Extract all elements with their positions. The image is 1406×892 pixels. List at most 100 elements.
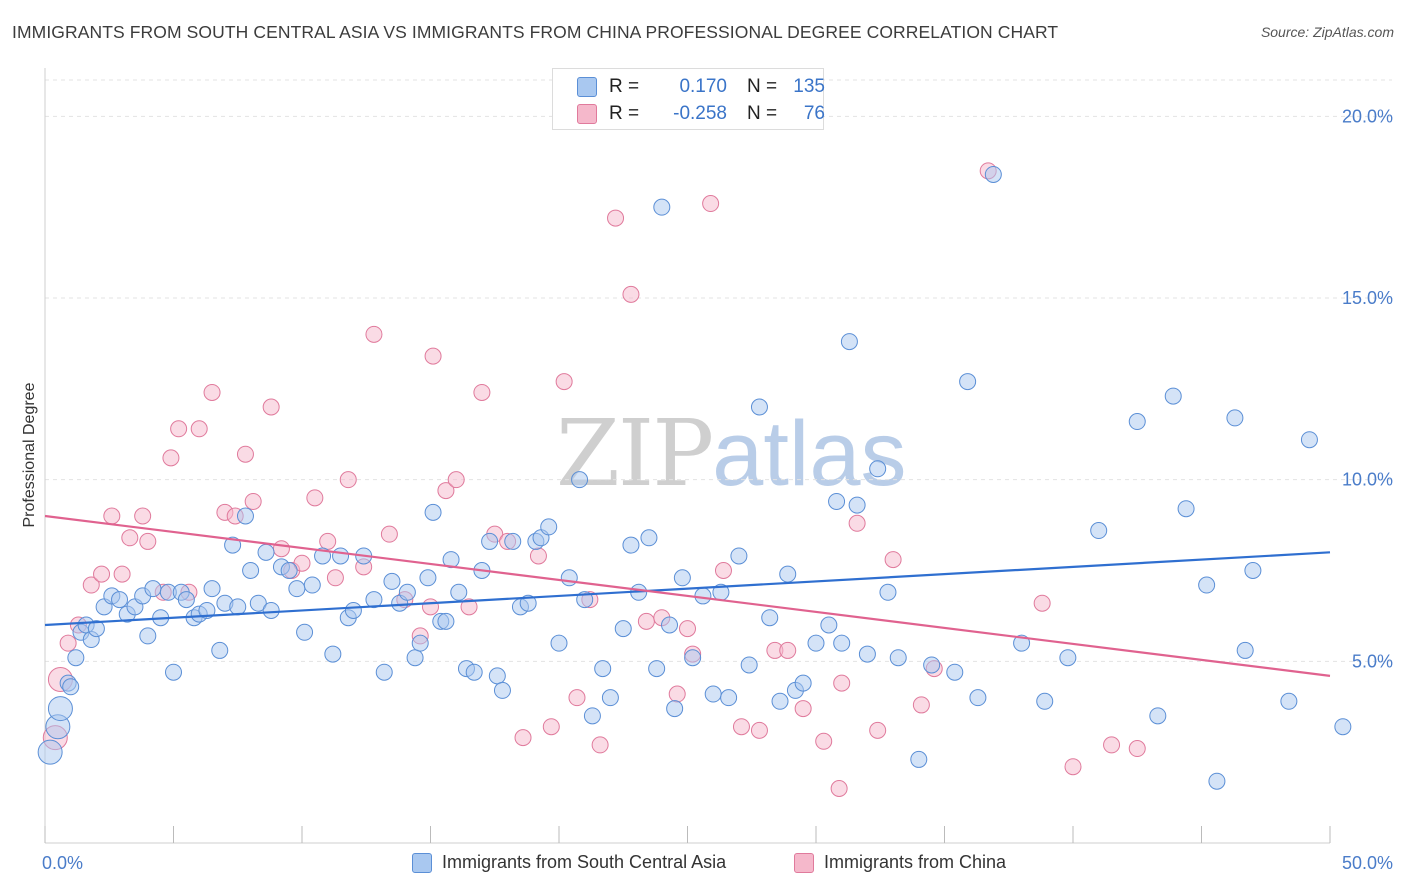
data-point [519, 594, 537, 612]
data-point [303, 576, 321, 594]
data-point [1280, 692, 1298, 710]
data-point [514, 729, 532, 747]
data-point [750, 398, 768, 416]
data-point [622, 536, 640, 554]
data-point [568, 689, 586, 707]
data-point [190, 420, 208, 438]
trend-line [44, 514, 1331, 677]
data-point [607, 209, 625, 227]
data-point [869, 721, 887, 739]
data-point [959, 373, 977, 391]
data-point [750, 721, 768, 739]
data-point [306, 489, 324, 507]
n-label: N = [747, 103, 778, 124]
data-point [807, 634, 825, 652]
data-point [591, 736, 609, 754]
data-point [771, 692, 789, 710]
data-point [679, 620, 696, 638]
data-point [732, 718, 750, 736]
data-point [540, 518, 558, 536]
data-point [820, 616, 838, 634]
data-point [583, 707, 601, 725]
data-point [236, 507, 254, 525]
data-point [1128, 413, 1146, 431]
data-point [47, 696, 73, 722]
data-point [673, 569, 691, 587]
data-point [833, 674, 851, 692]
data-point [1198, 576, 1216, 594]
y-tick-label: 5.0% [1352, 651, 1393, 671]
data-point [720, 689, 738, 707]
data-point [380, 525, 398, 543]
data-point [637, 612, 655, 630]
data-point [177, 591, 195, 609]
data-point [828, 492, 846, 510]
legend-item-south-central-asia[interactable]: Immigrants from South Central Asia [412, 852, 726, 873]
data-point [465, 663, 483, 681]
data-point [923, 656, 941, 674]
data-point [242, 562, 260, 579]
data-point [244, 492, 262, 510]
data-point [383, 572, 401, 590]
data-point [830, 780, 848, 797]
data-point [280, 562, 298, 579]
data-point [365, 591, 383, 609]
stats-row-china: R = -0.258 N = 76 [577, 101, 825, 127]
r-value: 0.170 [679, 76, 727, 97]
data-point [1149, 707, 1167, 725]
data-point [339, 471, 357, 489]
data-point [879, 583, 897, 601]
y-tick-label: 20.0% [1342, 106, 1393, 126]
data-point [1244, 562, 1262, 579]
data-point [555, 373, 573, 391]
data-point [1208, 772, 1226, 790]
data-point [493, 681, 511, 699]
data-point [969, 689, 987, 707]
data-point [653, 198, 671, 216]
data-point [481, 532, 499, 550]
data-point [912, 696, 930, 714]
y-tick-label: 15.0% [1342, 288, 1393, 308]
data-point [411, 634, 429, 652]
data-point [59, 634, 77, 652]
data-point [82, 576, 100, 594]
data-point [550, 634, 568, 652]
data-point [198, 601, 216, 619]
data-point [344, 601, 362, 619]
data-point [473, 383, 491, 401]
data-point [779, 565, 797, 583]
data-point [162, 449, 180, 467]
data-point [702, 195, 720, 213]
data-point [684, 649, 702, 667]
data-point [910, 750, 928, 768]
stats-swatch-pink [577, 104, 597, 124]
data-point [833, 634, 851, 652]
data-point [236, 445, 254, 463]
data-point [1036, 692, 1054, 710]
data-point [1164, 387, 1182, 405]
data-point [62, 678, 80, 696]
data-point [111, 591, 129, 609]
data-point [666, 700, 684, 718]
data-point [288, 580, 306, 598]
r-label: R = [609, 103, 640, 124]
trend-line [44, 551, 1331, 627]
data-point [869, 460, 887, 478]
data-point [87, 620, 105, 638]
data-point [324, 645, 342, 663]
data-point [139, 627, 157, 645]
data-point [365, 325, 383, 343]
data-point [422, 598, 439, 616]
data-point [884, 551, 902, 569]
legend-item-china[interactable]: Immigrants from China [794, 852, 1006, 873]
source-label: Source: ZipAtlas.com [1260, 24, 1394, 40]
data-point [614, 620, 632, 638]
data-point [779, 641, 797, 659]
data-point [704, 685, 722, 703]
data-point [424, 503, 442, 521]
data-point [529, 547, 547, 565]
data-point [761, 609, 779, 627]
r-label: R = [609, 76, 640, 97]
data-point [668, 685, 686, 703]
